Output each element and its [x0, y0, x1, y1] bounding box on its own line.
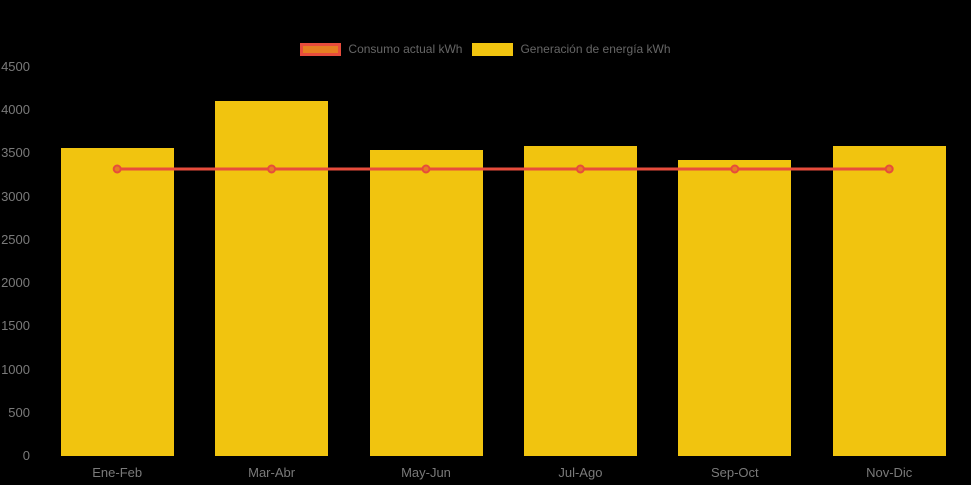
y-axis-tick-label: 2000: [1, 275, 30, 291]
generation-bar: [678, 160, 792, 456]
y-axis-tick-label: 0: [22, 448, 30, 463]
y-axis-tick-label: 3500: [1, 145, 30, 161]
x-axis-category-label: Jul-Ago: [558, 465, 603, 480]
x-axis-category-label: Ene-Feb: [92, 465, 143, 480]
y-axis-tick-label: 1500: [1, 318, 30, 334]
chart-legend: Consumo actual kWh Generación de energía …: [0, 40, 971, 58]
legend-item-bar[interactable]: Generación de energía kWh: [472, 41, 671, 56]
y-axis-tick-label: 2500: [1, 231, 30, 247]
x-axis-category-label: Sep-Oct: [710, 465, 759, 480]
y-axis-tick-label: 4000: [1, 102, 30, 118]
legend-label: Consumo actual kWh: [348, 41, 463, 56]
legend-item-line[interactable]: Consumo actual kWh: [300, 41, 463, 56]
y-axis-tick-label: 500: [8, 404, 30, 420]
y-axis-tick-label: 3000: [1, 188, 30, 204]
consumption-swatch-icon: [300, 42, 342, 56]
x-axis-category-label: Nov-Dic: [866, 465, 913, 480]
y-axis-tick-label: 1000: [1, 361, 30, 377]
x-axis-category-label: Mar-Abr: [248, 465, 296, 480]
legend-label: Generación de energía kWh: [520, 41, 671, 56]
generation-bar: [60, 148, 174, 456]
generation-bar: [523, 145, 637, 456]
generation-bar: [369, 149, 483, 456]
y-axis-tick-label: 4500: [1, 59, 30, 74]
generation-bar: [832, 145, 946, 456]
x-axis-category-label: May-Jun: [401, 465, 451, 480]
generation-swatch-icon: [472, 42, 514, 56]
generation-bar: [215, 100, 329, 456]
